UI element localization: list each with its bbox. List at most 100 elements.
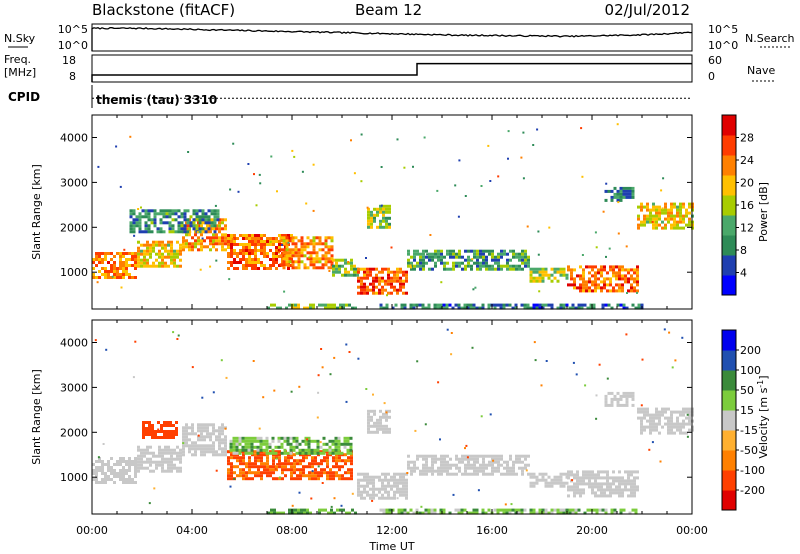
- range-time-cell: [442, 303, 446, 307]
- range-time-cell: [360, 496, 363, 500]
- range-time-cell: [254, 237, 257, 240]
- range-time-cell: [218, 429, 221, 433]
- range-time-cell: [594, 289, 597, 293]
- range-time-cell: [110, 276, 113, 279]
- range-time-cell: [230, 246, 233, 249]
- range-time-cell: [316, 416, 319, 419]
- range-time-cell: [350, 139, 352, 142]
- range-time-cell: [466, 306, 470, 310]
- range-time-cell: [251, 264, 254, 267]
- range-time-cell: [652, 205, 655, 209]
- range-time-cell: [661, 211, 664, 215]
- range-time-cell: [180, 227, 184, 231]
- range-time-cell: [381, 481, 384, 485]
- range-time-cell: [144, 212, 148, 216]
- range-time-cell: [541, 276, 545, 280]
- range-time-cell: [273, 511, 276, 515]
- range-time-cell: [207, 221, 211, 225]
- range-time-cell: [570, 485, 573, 489]
- range-time-cell: [274, 445, 278, 449]
- range-time-cell: [239, 234, 242, 237]
- range-time-cell: [137, 445, 140, 449]
- range-time-cell: [664, 226, 667, 230]
- range-time-cell: [330, 254, 334, 258]
- range-time-cell: [330, 508, 333, 512]
- range-time-cell: [500, 463, 503, 467]
- range-time-cell: [150, 221, 154, 225]
- range-time-cell: [140, 457, 143, 461]
- range-time-cell: [621, 286, 624, 290]
- range-time-cell: [272, 255, 275, 258]
- range-time-cell: [461, 457, 464, 461]
- y-tick-label: 1000: [60, 471, 88, 484]
- range-time-cell: [405, 484, 408, 488]
- range-time-cell: [434, 261, 437, 265]
- range-time-cell: [591, 470, 594, 474]
- range-time-cell: [150, 218, 154, 222]
- range-time-cell: [402, 478, 405, 482]
- range-time-cell: [529, 279, 533, 283]
- range-time-cell: [289, 436, 293, 440]
- range-time-cell: [570, 488, 573, 492]
- range-time-cell: [661, 413, 664, 417]
- range-time-cell: [467, 472, 470, 476]
- range-time-cell: [260, 249, 263, 252]
- range-time-cell: [473, 466, 476, 470]
- range-time-cell: [369, 288, 372, 292]
- range-time-cell: [144, 221, 148, 225]
- range-time-cell: [286, 451, 290, 455]
- range-time-cell: [288, 248, 292, 252]
- range-time-cell: [236, 255, 239, 258]
- range-time-cell: [235, 448, 239, 452]
- range-time-cell: [116, 267, 119, 270]
- range-time-cell: [637, 205, 640, 209]
- range-time-cell: [511, 306, 515, 310]
- range-time-cell: [236, 456, 239, 460]
- range-time-cell: [176, 454, 179, 458]
- range-time-cell: [452, 261, 455, 265]
- range-time-cell: [582, 470, 585, 474]
- range-time-cell: [437, 469, 440, 473]
- range-time-cell: [317, 465, 320, 468]
- range-time-cell: [682, 220, 685, 224]
- range-time-cell: [422, 469, 425, 473]
- range-time-cell: [585, 482, 588, 486]
- y-tick-label: 2000: [60, 426, 88, 439]
- range-time-cell: [405, 490, 408, 494]
- range-time-cell: [448, 511, 452, 515]
- range-time-cell: [331, 451, 335, 455]
- range-time-cell: [335, 471, 338, 475]
- range-time-cell: [242, 459, 245, 463]
- range-time-cell: [636, 265, 639, 269]
- range-time-cell: [230, 237, 233, 240]
- range-time-cell: [314, 468, 317, 472]
- range-time-cell: [613, 511, 617, 515]
- range-time-cell: [238, 439, 242, 443]
- range-time-cell: [170, 448, 173, 452]
- range-time-cell: [643, 428, 646, 432]
- range-time-cell: [367, 216, 370, 220]
- range-time-cell: [467, 454, 470, 458]
- range-time-cell: [247, 451, 251, 455]
- range-time-cell: [514, 306, 518, 310]
- range-time-cell: [682, 419, 685, 423]
- range-time-cell: [248, 249, 251, 252]
- range-time-cell: [529, 481, 533, 485]
- range-time-cell: [256, 445, 260, 449]
- range-time-cell: [287, 241, 290, 244]
- range-time-cell: [390, 475, 393, 479]
- range-time-cell: [272, 240, 275, 243]
- range-time-cell: [350, 474, 353, 478]
- range-time-cell: [209, 265, 212, 268]
- range-time-cell: [603, 283, 606, 287]
- range-time-cell: [176, 264, 179, 268]
- range-time-cell: [520, 303, 524, 307]
- range-time-cell: [476, 258, 479, 262]
- range-time-cell: [472, 288, 475, 291]
- range-time-cell: [485, 264, 488, 268]
- range-time-cell: [396, 490, 399, 494]
- range-time-cell: [418, 511, 422, 515]
- range-time-cell: [95, 478, 98, 481]
- range-time-cell: [592, 303, 596, 307]
- range-time-cell: [603, 476, 606, 480]
